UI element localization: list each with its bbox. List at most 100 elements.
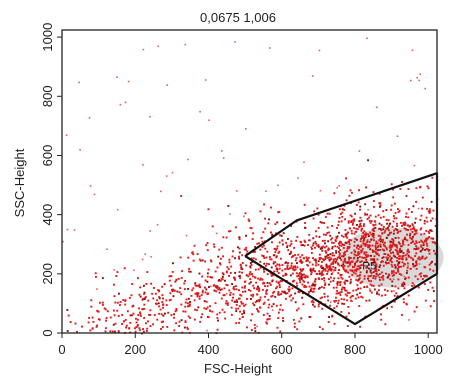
- event-point: [396, 244, 398, 247]
- event-point: [329, 276, 332, 279]
- event-point: [96, 288, 98, 290]
- event-point: [141, 297, 144, 300]
- event-point: [360, 250, 363, 252]
- event-point: [407, 276, 410, 279]
- event-point: [372, 277, 375, 279]
- event-point: [257, 285, 259, 288]
- event-point: [147, 299, 150, 302]
- event-point: [293, 322, 296, 325]
- event-point: [430, 200, 433, 203]
- event-point: [421, 278, 424, 280]
- event-point: [414, 221, 416, 224]
- event-point: [309, 316, 312, 318]
- event-point: [184, 280, 186, 282]
- event-point: [392, 251, 394, 254]
- event-point: [346, 250, 348, 252]
- event-point: [288, 295, 291, 298]
- event-point: [231, 283, 233, 285]
- event-point: [426, 248, 429, 251]
- y-tick-label: 600: [40, 145, 55, 167]
- event-point: [132, 312, 135, 315]
- event-point: [338, 242, 341, 244]
- event-point: [222, 157, 225, 159]
- event-point: [399, 248, 401, 250]
- event-point: [380, 313, 382, 316]
- event-point: [200, 294, 203, 297]
- event-point: [363, 286, 366, 288]
- event-point: [313, 305, 316, 308]
- event-point: [254, 301, 257, 304]
- event-point: [427, 187, 430, 190]
- event-point: [168, 299, 171, 302]
- event-point: [348, 261, 351, 264]
- event-point: [402, 252, 405, 254]
- event-point: [196, 309, 198, 312]
- event-point: [356, 257, 359, 259]
- event-point: [418, 263, 421, 265]
- event-point: [193, 318, 196, 321]
- event-point: [403, 224, 406, 226]
- event-point: [399, 221, 402, 224]
- event-point: [320, 257, 322, 260]
- event-point: [178, 320, 181, 323]
- event-point: [279, 234, 282, 237]
- event-point: [158, 289, 161, 292]
- event-point: [228, 289, 231, 292]
- event-point: [312, 75, 314, 77]
- event-point: [363, 275, 366, 278]
- event-point: [411, 223, 414, 226]
- event-point: [400, 250, 403, 252]
- event-point: [288, 288, 291, 291]
- event-point: [290, 299, 293, 302]
- event-point: [299, 259, 302, 261]
- event-point: [268, 218, 270, 221]
- event-point: [350, 257, 352, 259]
- event-point: [275, 248, 277, 251]
- event-point: [347, 247, 350, 250]
- event-point: [144, 253, 146, 255]
- event-point: [285, 292, 287, 295]
- event-point: [350, 219, 353, 222]
- event-point: [323, 239, 326, 242]
- event-point: [396, 232, 399, 234]
- event-point: [424, 239, 426, 242]
- event-point: [361, 256, 364, 259]
- event-point: [378, 202, 381, 205]
- event-point: [396, 267, 399, 270]
- event-point: [157, 289, 159, 292]
- event-point: [226, 304, 229, 306]
- event-point: [431, 176, 434, 179]
- event-point: [117, 330, 120, 333]
- event-point: [329, 266, 332, 268]
- event-point: [375, 263, 378, 266]
- event-point: [364, 203, 367, 206]
- event-point: [410, 211, 413, 213]
- event-point: [256, 287, 259, 290]
- event-point: [109, 316, 112, 319]
- event-point: [263, 203, 265, 206]
- event-point: [231, 255, 234, 258]
- event-point: [430, 219, 432, 222]
- event-point: [360, 219, 363, 222]
- event-point: [297, 290, 300, 293]
- event-point: [320, 273, 323, 275]
- event-point: [341, 215, 344, 218]
- event-point: [187, 297, 190, 300]
- event-point: [432, 269, 435, 272]
- event-point: [249, 271, 252, 273]
- event-point: [352, 295, 354, 297]
- event-point: [420, 239, 423, 242]
- event-point: [394, 265, 397, 268]
- event-point: [318, 270, 321, 273]
- event-point: [311, 299, 314, 302]
- event-point: [301, 283, 304, 286]
- event-point: [364, 232, 367, 235]
- event-point: [375, 248, 377, 251]
- event-point: [142, 328, 144, 330]
- event-point: [363, 277, 366, 280]
- event-point: [406, 266, 409, 269]
- event-point: [424, 249, 427, 251]
- event-point: [324, 268, 327, 270]
- event-point: [214, 302, 217, 305]
- event-point: [364, 235, 367, 238]
